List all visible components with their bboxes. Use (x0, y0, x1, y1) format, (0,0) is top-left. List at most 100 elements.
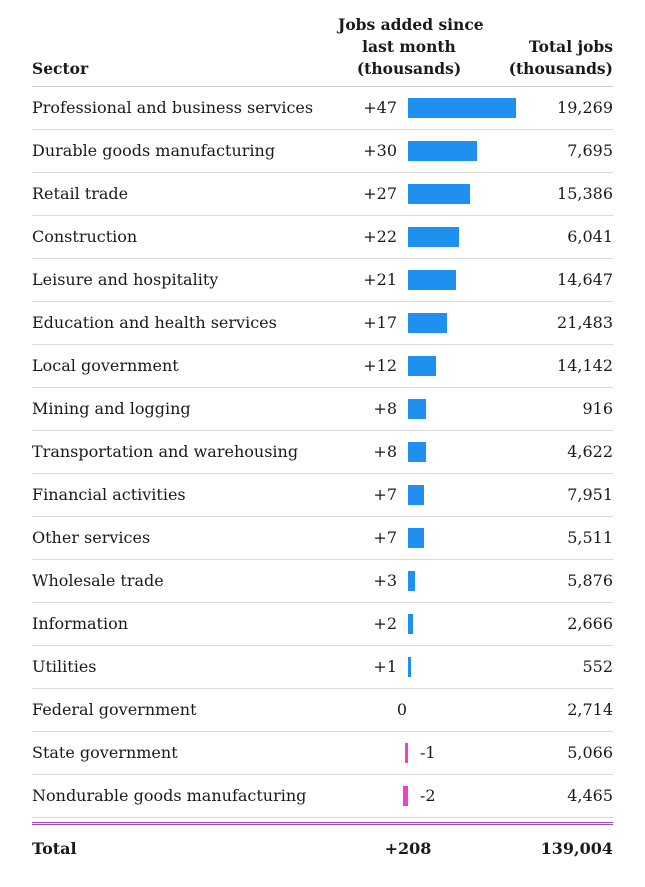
change-bar (408, 399, 427, 419)
header-jobs-line-3: (thousands) (356, 59, 462, 78)
change-label: -2 (420, 786, 436, 805)
total-jobs-value: 5,876 (567, 571, 613, 590)
total-jobs-value: 2,714 (567, 700, 613, 719)
sector-label: Leisure and hospitality (32, 270, 219, 289)
sector-label: Wholesale trade (32, 571, 164, 590)
total-separator (32, 822, 613, 825)
change-label: +8 (373, 442, 397, 461)
total-jobs-value: 2,666 (567, 614, 613, 633)
change-label: +3 (373, 571, 397, 590)
table-row: Federal government 0 2,714 (32, 689, 613, 732)
total-jobs-value: 7,951 (567, 485, 613, 504)
table-row: Nondurable goods manufacturing -2 4,465 (32, 775, 613, 818)
change-bar (408, 98, 516, 118)
sector-label: Local government (32, 356, 179, 375)
table-row: Leisure and hospitality +21 14,647 (32, 259, 613, 302)
sector-label: Mining and logging (32, 399, 191, 418)
table-row: Financial activities +7 7,951 (32, 474, 613, 517)
sector-label: Transportation and warehousing (32, 442, 299, 461)
change-bar (408, 614, 413, 634)
change-bar (408, 571, 415, 591)
sector-label: Nondurable goods manufacturing (32, 786, 307, 805)
total-label: Total (32, 839, 77, 858)
total-jobs-value: 19,269 (557, 98, 613, 117)
table-row: Wholesale trade +3 5,876 (32, 560, 613, 603)
total-jobs-value: 552 (582, 657, 613, 676)
change-label: +2 (373, 614, 397, 633)
sector-label: Information (32, 614, 129, 633)
header-total-line-1: Total jobs (528, 37, 613, 56)
header-jobs-line-2: last month (362, 37, 456, 56)
total-jobs-value: 21,483 (557, 313, 613, 332)
change-label: +7 (373, 485, 397, 504)
table-row: Durable goods manufacturing +30 7,695 (32, 130, 613, 173)
header-sector: Sector (32, 59, 89, 78)
sector-label: Retail trade (32, 184, 129, 203)
change-bar (408, 657, 411, 677)
sector-label: Utilities (32, 657, 97, 676)
change-label: +21 (363, 270, 397, 289)
table-body: Professional and business services +47 19,… (32, 87, 613, 818)
total-jobs-value: 14,142 (557, 356, 613, 375)
change-label: +12 (363, 356, 397, 375)
sector-label: Construction (32, 227, 138, 246)
table-row: Retail trade +27 15,386 (32, 173, 613, 216)
change-bar (405, 743, 408, 763)
change-label: +8 (373, 399, 397, 418)
change-label: +30 (363, 141, 397, 160)
table-row: Other services +7 5,511 (32, 517, 613, 560)
change-bar (408, 270, 457, 290)
change-label: +47 (363, 98, 397, 117)
sector-label: State government (32, 743, 178, 762)
sector-label: Financial activities (32, 485, 186, 504)
change-bar (408, 442, 427, 462)
change-label: 0 (396, 700, 408, 719)
table-row: Utilities +1 552 (32, 646, 613, 689)
change-bar (403, 786, 408, 806)
change-bar (408, 313, 448, 333)
table-row: Local government +12 14,142 (32, 345, 613, 388)
sector-label: Other services (32, 528, 151, 547)
table-row: State government -1 5,066 (32, 732, 613, 775)
table-row: Mining and logging +8 916 (32, 388, 613, 431)
table-row: Information +2 2,666 (32, 603, 613, 646)
total-jobs-value: 6,041 (567, 227, 613, 246)
total-jobs-value: 139,004 (540, 839, 613, 858)
total-change: +208 (384, 839, 432, 858)
header-total-line-2: (thousands) (508, 59, 613, 78)
change-label: +17 (363, 313, 397, 332)
change-label: +7 (373, 528, 397, 547)
change-bar (408, 141, 477, 161)
sector-label: Durable goods manufacturing (32, 141, 276, 160)
table-row: Transportation and warehousing +8 4,622 (32, 431, 613, 474)
total-jobs-value: 5,066 (567, 743, 613, 762)
total-row: Total +208 139,004 (32, 838, 613, 862)
table-row: Construction +22 6,041 (32, 216, 613, 259)
change-label: +22 (363, 227, 397, 246)
header-jobs-line-1: Jobs added since (338, 15, 484, 34)
change-bar (408, 528, 425, 548)
change-label: +27 (363, 184, 397, 203)
sector-label: Federal government (32, 700, 197, 719)
header-total-jobs: Total jobs (thousands) (509, 36, 613, 80)
change-bar (408, 227, 459, 247)
header-jobs-added: Jobs added since last month (thousands) (338, 14, 484, 80)
change-label: -1 (420, 743, 436, 762)
total-jobs-value: 4,465 (567, 786, 613, 805)
sector-label: Education and health services (32, 313, 277, 332)
table-row: Education and health services +17 21,483 (32, 302, 613, 345)
change-bar (408, 485, 425, 505)
change-bar (408, 356, 436, 376)
total-jobs-value: 7,695 (567, 141, 613, 160)
change-label: +1 (373, 657, 397, 676)
total-jobs-value: 14,647 (557, 270, 613, 289)
total-jobs-value: 4,622 (567, 442, 613, 461)
change-bar (408, 184, 471, 204)
total-jobs-value: 916 (582, 399, 613, 418)
table-row: Professional and business services +47 19,… (32, 87, 613, 130)
table-header: Sector Jobs added since last month (thou… (32, 0, 613, 87)
total-jobs-value: 5,511 (567, 528, 613, 547)
jobs-table: Sector Jobs added since last month (thou… (32, 0, 613, 858)
total-jobs-value: 15,386 (557, 184, 613, 203)
sector-label: Professional and business services (32, 98, 314, 117)
